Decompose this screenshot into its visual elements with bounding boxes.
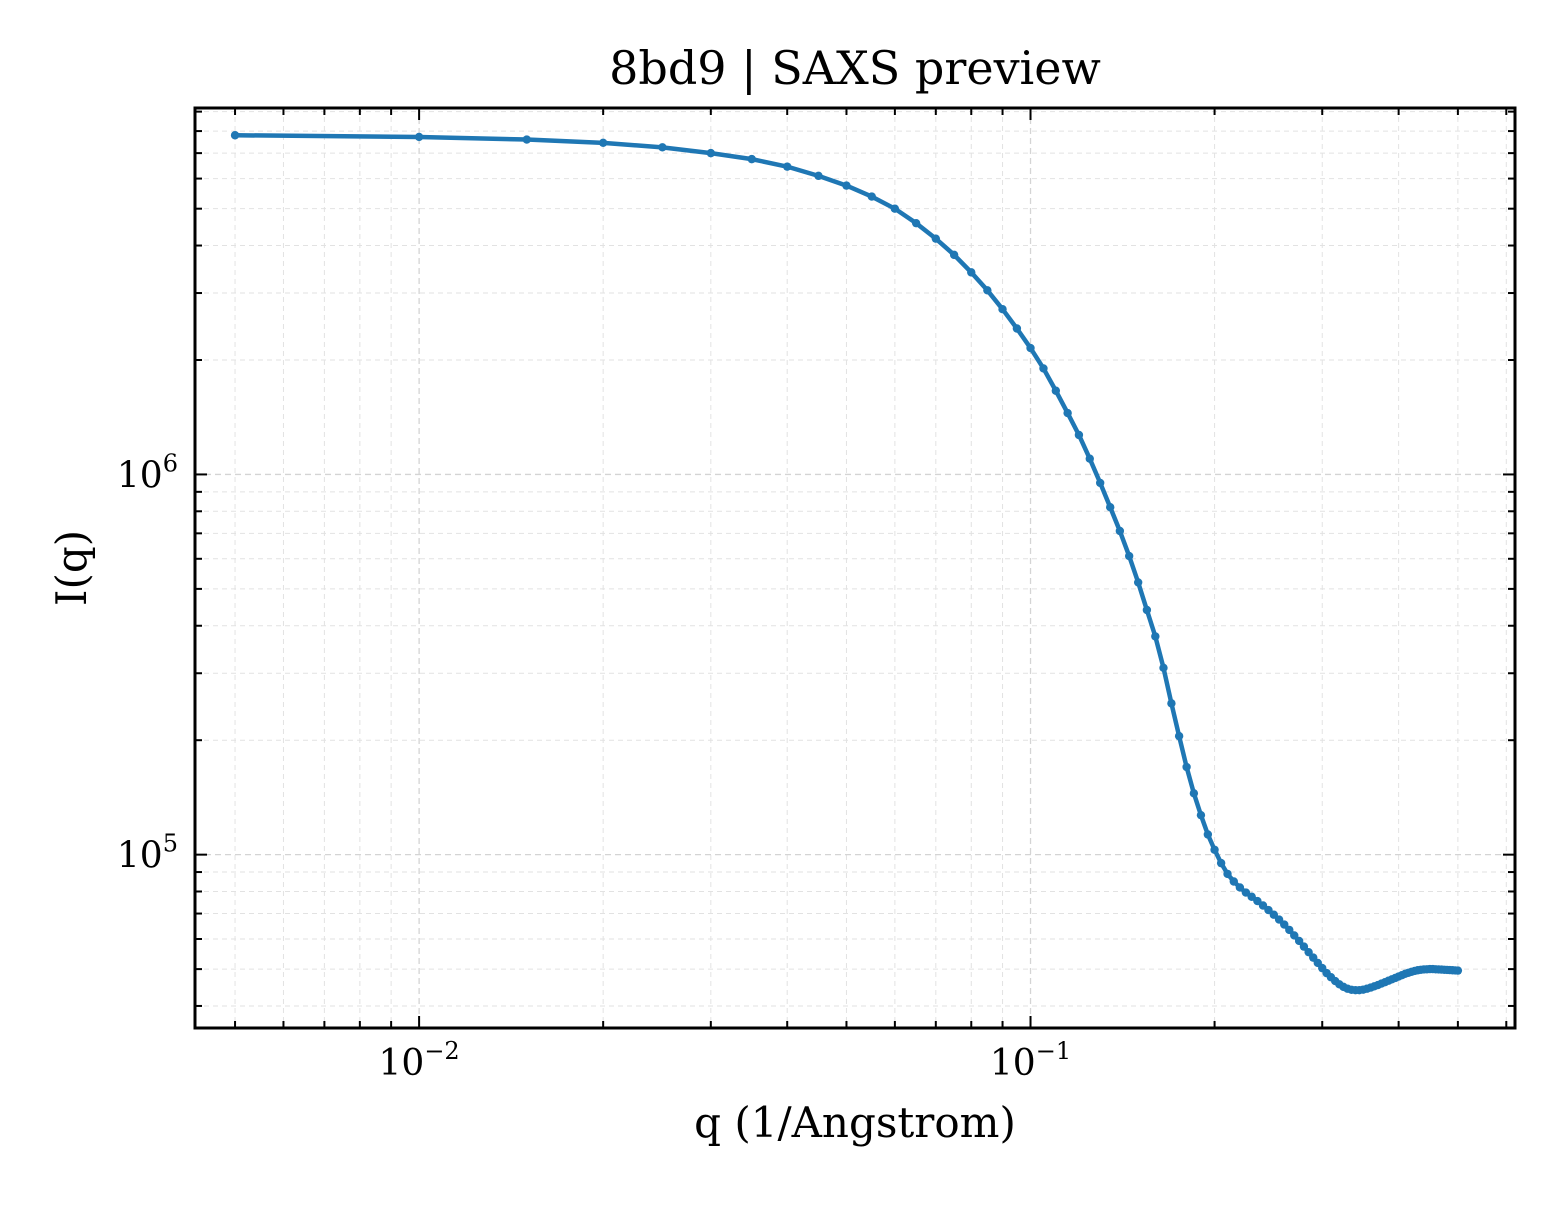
data-point <box>1063 408 1072 418</box>
data-point <box>1235 883 1245 892</box>
data-point <box>783 162 792 171</box>
data-point <box>706 148 716 158</box>
data-point <box>230 131 240 140</box>
data-point <box>1247 892 1256 901</box>
data-point <box>1095 478 1105 488</box>
series-layer <box>230 131 1463 995</box>
data-point <box>1167 699 1176 708</box>
data-point <box>1223 869 1232 879</box>
data-point <box>1026 343 1035 353</box>
data-point <box>1280 920 1289 929</box>
y-tick-label-base: 10 <box>117 836 163 877</box>
data-point <box>1174 731 1184 741</box>
data-point <box>1290 931 1299 940</box>
data-point <box>1285 925 1294 935</box>
y-tick-label-exponent: 5 <box>163 830 178 858</box>
data-point <box>1299 942 1309 951</box>
data-point <box>1210 845 1219 854</box>
data-point <box>1085 454 1094 463</box>
major-grid <box>195 108 1515 1028</box>
data-point <box>1189 789 1199 798</box>
data-point <box>1151 632 1160 641</box>
minor-grid <box>195 108 1515 1028</box>
data-point <box>949 250 959 260</box>
x-tick-label: 10−1 <box>990 1037 1071 1084</box>
data-point <box>1142 605 1152 615</box>
data-point <box>998 305 1007 314</box>
data-point <box>1196 810 1206 820</box>
x-tick-label-exponent: −2 <box>424 1037 459 1065</box>
data-point <box>1453 966 1463 975</box>
data-point <box>1115 526 1125 536</box>
data-point <box>1216 858 1226 868</box>
data-point <box>1124 551 1134 561</box>
data-point <box>1159 663 1168 673</box>
data-point <box>747 154 756 164</box>
data-point <box>1051 386 1061 395</box>
data-point <box>814 171 823 181</box>
data-point <box>1203 830 1213 839</box>
data-point <box>931 234 941 243</box>
x-tick-label-base: 10 <box>990 1043 1036 1084</box>
data-point <box>1012 324 1022 333</box>
x-tick-label-base: 10 <box>379 1043 425 1084</box>
data-point <box>890 204 900 213</box>
chart-title: 8bd9 | SAXS preview <box>609 41 1101 95</box>
x-tick-label-exponent: −1 <box>1036 1037 1071 1065</box>
y-tick-label: 105 <box>117 830 178 877</box>
y-tick-label: 106 <box>117 449 178 496</box>
data-point <box>522 135 531 144</box>
data-point <box>983 286 992 295</box>
data-point <box>1039 364 1048 373</box>
x-axis-label: q (1/Angstrom) <box>694 1098 1016 1147</box>
data-point <box>842 181 851 190</box>
data-point <box>1241 888 1251 897</box>
data-point <box>1294 936 1304 946</box>
x-tick-label: 10−2 <box>379 1037 460 1084</box>
data-point <box>1106 503 1115 512</box>
data-point <box>1182 762 1191 772</box>
plot-frame <box>193 106 1517 1030</box>
y-tick-label-exponent: 6 <box>163 449 178 477</box>
data-point <box>658 143 667 152</box>
data-point <box>911 218 921 228</box>
data-point <box>867 192 876 201</box>
y-tick-label-base: 10 <box>117 455 163 496</box>
y-axis-label: I(q) <box>47 530 96 606</box>
data-point <box>1074 430 1084 440</box>
data-point <box>967 268 976 277</box>
data-point <box>598 138 608 148</box>
data-point <box>414 132 424 142</box>
data-point <box>1229 877 1238 886</box>
data-point <box>1133 578 1143 587</box>
